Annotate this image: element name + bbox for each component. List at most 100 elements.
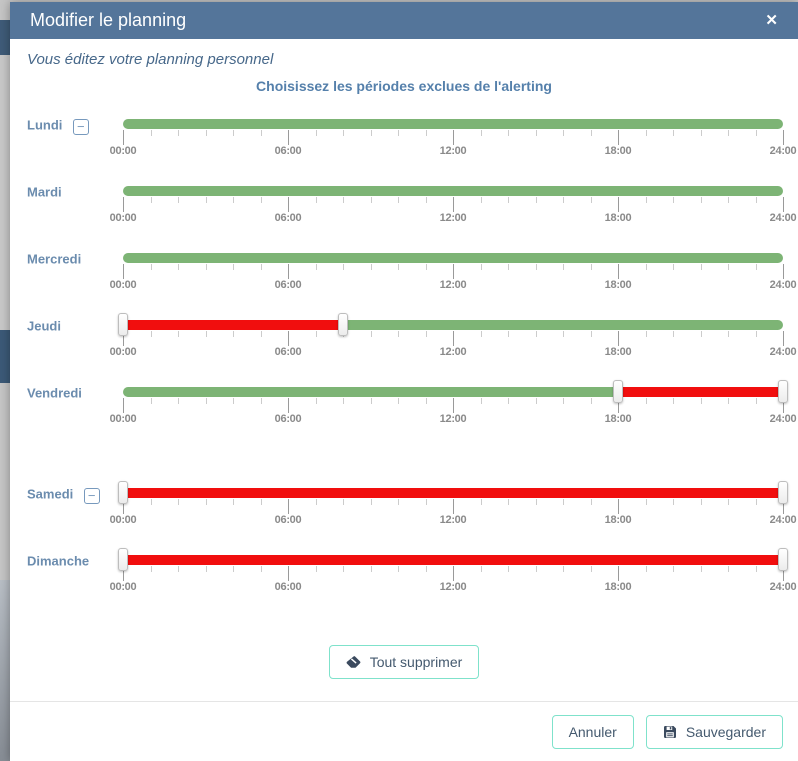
excluded-period[interactable]	[618, 387, 783, 397]
tick-mark	[590, 331, 592, 337]
tick-label: 24:00	[769, 279, 797, 291]
slider-handle[interactable]	[118, 548, 128, 571]
slider-handle[interactable]	[778, 481, 788, 504]
save-button[interactable]: Sauvegarder	[645, 714, 783, 749]
tick-mark	[370, 499, 372, 505]
slider-track[interactable]	[123, 320, 783, 330]
slider-track[interactable]	[123, 186, 783, 196]
tick-mark	[673, 331, 674, 337]
excluded-period[interactable]	[123, 555, 783, 565]
tick-label: 12:00	[439, 514, 467, 526]
tick-mark	[123, 499, 124, 514]
excluded-period[interactable]	[123, 320, 343, 330]
tick-mark	[178, 264, 179, 270]
collapse-icon[interactable]: −	[83, 488, 100, 504]
slider-track[interactable]	[123, 387, 783, 397]
tick-mark	[260, 264, 262, 270]
cancel-label: Annuler	[568, 723, 617, 740]
tick-mark	[315, 331, 317, 337]
day-label-cell: Dimanche	[10, 552, 123, 601]
tick-label: 00:00	[109, 145, 137, 157]
tick-mark	[535, 130, 537, 136]
tick-label: 00:00	[109, 279, 137, 291]
tick-mark	[618, 264, 619, 279]
close-icon[interactable]: ✕	[765, 12, 778, 29]
slider-handle[interactable]	[778, 380, 788, 403]
tick-mark	[783, 398, 784, 413]
day-row: Lundi − 00:00 06:00 12:00 18:00 24:00	[10, 116, 797, 165]
day-row: Mercredi 00:00 06:00 12:00 18:00 24:00	[10, 250, 797, 299]
day-label: Dimanche	[27, 553, 90, 569]
collapse-icon[interactable]: −	[72, 119, 89, 135]
modal-modifier-planning: Modifier le planning ✕ Vous éditez votre…	[10, 2, 798, 761]
tick-mark	[260, 398, 262, 404]
tick-mark	[233, 331, 234, 337]
tick-mark	[343, 264, 344, 270]
tick-labels: 00:00 06:00 12:00 18:00 24:00	[110, 145, 797, 159]
tick-mark	[783, 566, 784, 581]
clear-all-button[interactable]: Tout supprimer	[328, 645, 480, 679]
slider-track[interactable]	[123, 253, 783, 263]
tick-mark	[123, 398, 124, 413]
tick-mark	[700, 264, 702, 270]
tick-marks	[123, 264, 784, 279]
time-range-slider[interactable]: 00:00 06:00 12:00 18:00 24:00	[110, 313, 797, 366]
modal-body: Vous éditez votre planning personnel Cho…	[10, 39, 798, 701]
slider-track[interactable]	[123, 555, 783, 565]
tick-mark	[535, 264, 537, 270]
tick-mark	[755, 398, 757, 404]
slider-handle[interactable]	[338, 313, 348, 336]
tick-mark	[453, 197, 454, 212]
slider-handle[interactable]	[118, 481, 128, 504]
tick-mark	[453, 130, 454, 145]
tick-mark	[618, 331, 619, 346]
tick-mark	[480, 398, 482, 404]
cancel-button[interactable]: Annuler	[551, 714, 634, 749]
tick-mark	[178, 566, 179, 572]
time-range-slider[interactable]: 00:00 06:00 12:00 18:00 24:00	[110, 116, 797, 165]
tick-mark	[480, 130, 482, 136]
day-label: Jeudi	[27, 318, 61, 334]
tick-label: 18:00	[604, 145, 632, 157]
tick-mark	[233, 398, 234, 404]
slider-handle[interactable]	[778, 548, 788, 571]
tick-mark	[618, 398, 619, 413]
tick-marks	[123, 130, 784, 145]
tick-mark	[233, 264, 234, 270]
tick-mark	[590, 264, 592, 270]
excluded-period[interactable]	[123, 488, 783, 498]
tick-mark	[425, 398, 427, 404]
time-range-slider[interactable]: 00:00 06:00 12:00 18:00 24:00	[110, 548, 797, 601]
tick-marks	[123, 566, 784, 581]
tick-label: 06:00	[274, 279, 302, 291]
slider-track[interactable]	[123, 488, 783, 498]
eraser-icon	[346, 655, 361, 669]
tick-mark	[508, 264, 509, 270]
slider-handle[interactable]	[118, 313, 128, 336]
tick-mark	[618, 499, 619, 514]
day-label-cell: Jeudi	[10, 317, 123, 366]
tick-mark	[288, 197, 289, 212]
tick-mark	[260, 197, 262, 203]
tick-mark	[453, 264, 454, 279]
time-range-slider[interactable]: 00:00 06:00 12:00 18:00 24:00	[110, 250, 797, 299]
modal-title: Modifier le planning	[30, 10, 187, 30]
tick-mark	[535, 566, 537, 572]
tick-label: 18:00	[604, 346, 632, 358]
tick-mark	[178, 130, 179, 136]
time-range-slider[interactable]: 00:00 06:00 12:00 18:00 24:00	[110, 183, 797, 232]
tick-mark	[150, 398, 152, 404]
tick-mark	[590, 130, 592, 136]
tick-mark	[563, 264, 564, 270]
tick-mark	[315, 130, 317, 136]
slider-handle[interactable]	[613, 380, 623, 403]
tick-mark	[783, 264, 784, 279]
slider-track[interactable]	[123, 119, 783, 129]
tick-mark	[563, 197, 564, 203]
time-range-slider[interactable]: 00:00 06:00 12:00 18:00 24:00	[110, 481, 797, 534]
time-range-slider[interactable]: 00:00 06:00 12:00 18:00 24:00	[110, 380, 797, 433]
tick-label: 12:00	[439, 145, 467, 157]
tick-mark	[123, 566, 124, 581]
tick-mark	[260, 566, 262, 572]
tick-mark	[618, 197, 619, 212]
